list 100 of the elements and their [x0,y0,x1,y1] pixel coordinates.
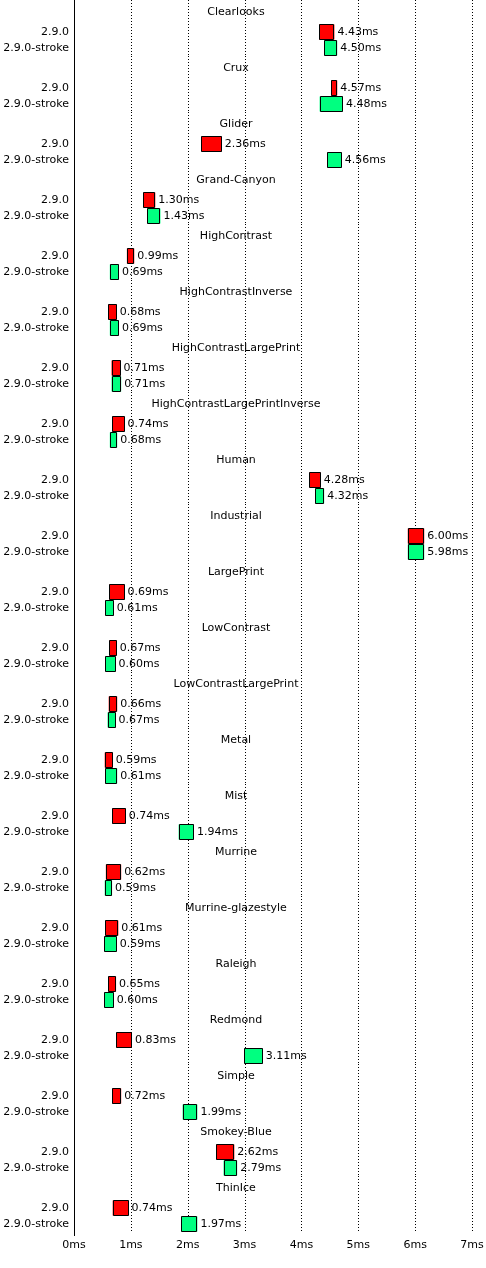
annotation: 0.59ms [119,936,161,950]
y-tick-label: 2.9.0 [41,192,69,206]
annotation: 0.99ms [137,248,179,262]
chart-title: Mist [224,788,248,802]
y-tick-label: 2.9.0 [41,360,69,374]
chart-title: LowContrast [201,620,272,634]
y-tick-label: 2.9.0 [41,304,69,318]
annotation: 0.59ms [115,880,157,894]
annotation: 4.50ms [340,40,382,54]
annotation: 4.43ms [337,24,379,38]
y-tick-label: 2.9.0-stroke [3,992,70,1006]
y-tick-label: 2.9.0-stroke [3,1104,70,1118]
y-tick-label: 2.9.0-stroke [3,208,70,222]
chart-title: HighContrastLargePrintInverse [151,396,321,410]
y-tick-label: 2.9.0 [41,136,69,150]
annotation: 0.83ms [134,1032,177,1046]
y-tick-label: 2.9.0-stroke [3,1216,70,1230]
y-tick-label: 2.9.0 [41,248,69,262]
annotation: 0.71ms [124,376,166,390]
annotation: 0.68ms [120,432,162,446]
chart-title: Glider [219,116,253,130]
annotation: 4.57ms [340,80,382,94]
annotation: 6.00ms [427,528,469,542]
y-tick-label: 2.9.0 [41,472,69,486]
chart-title: Murrine [214,844,258,858]
chart-title: Human [216,452,256,466]
chart-title: Clearlooks [207,4,265,18]
annotation: 1.99ms [200,1104,242,1118]
y-tick-label: 2.9.0-stroke [3,656,70,670]
annotation: 0.72ms [124,1088,166,1102]
annotation: 1.30ms [158,192,200,206]
annotation: 4.28ms [323,472,365,486]
y-tick-label: 2.9.0 [41,976,69,990]
chart-title: Industrial [210,508,262,522]
y-tick-label: 2.9.0-stroke [3,768,70,782]
x-tick-label: 4ms [289,1238,314,1252]
y-tick-label: 2.9.0 [41,1200,69,1214]
y-tick-label: 2.9.0-stroke [3,712,70,726]
x-tick-label: 0ms [62,1238,86,1252]
y-tick-label: 2.9.0 [41,640,69,654]
y-tick-label: 2.9.0-stroke [3,264,70,278]
y-tick-label: 2.9.0 [41,1144,69,1158]
y-tick-label: 2.9.0-stroke [3,936,70,950]
chart-title: LargePrint [207,564,265,578]
y-tick-label: 2.9.0-stroke [3,432,70,446]
x-tick-label: 3ms [232,1238,257,1252]
annotation: 2.79ms [240,1160,282,1174]
annotation: 0.69ms [121,264,164,278]
annotation: 0.68ms [119,304,161,318]
y-tick-label: 2.9.0 [41,584,69,598]
y-tick-label: 2.9.0-stroke [3,824,70,838]
y-tick-label: 2.9.0 [41,752,69,766]
annotation: 3.11ms [265,1048,307,1062]
x-tick-label: 5ms [346,1238,371,1252]
annotation: 0.67ms [119,640,161,654]
annotation: 4.48ms [345,96,388,110]
chart-title: HighContrastInverse [179,284,293,298]
annotation: 4.56ms [344,152,386,166]
y-tick-label: 2.9.0-stroke [3,1160,70,1174]
chart-title: Raleigh [215,956,257,970]
annotation: 1.97ms [200,1216,242,1230]
chart-title: Redmond [209,1012,263,1026]
annotation: 0.71ms [123,360,165,374]
annotation: 0.61ms [120,768,162,782]
annotation: 2.36ms [224,136,267,150]
y-tick-label: 2.9.0 [41,1032,69,1046]
annotation: 0.65ms [119,976,161,990]
y-tick-label: 2.9.0-stroke [3,488,70,502]
y-tick-label: 2.9.0 [41,808,69,822]
y-tick-label: 2.9.0 [41,864,69,878]
annotation: 4.32ms [327,488,369,502]
x-tick-label: 2ms [175,1238,200,1252]
chart-title: HighContrastLargePrint [171,340,301,354]
chart-title: Grand-Canyon [196,172,276,186]
annotation: 0.61ms [116,600,159,614]
chart-title: Metal [220,732,252,746]
chart-title: Crux [223,60,250,74]
annotation: 2.62ms [237,1144,279,1158]
annotation: 1.94ms [196,824,239,838]
annotation: 0.67ms [118,712,160,726]
chart-title: HighContrast [199,228,273,242]
y-tick-label: 2.9.0 [41,24,69,38]
chart-title: ThinIce [215,1180,257,1194]
chart-title: Murrine-glazestyle [185,900,288,914]
y-tick-label: 2.9.0-stroke [3,600,70,614]
y-tick-label: 2.9.0-stroke [3,880,70,894]
annotation: 0.74ms [131,1200,173,1214]
annotation: 0.66ms [120,696,162,710]
y-tick-label: 2.9.0-stroke [3,40,70,54]
y-tick-label: 2.9.0-stroke [3,152,70,166]
chart-title: Smokey-Blue [200,1124,272,1138]
annotation: 0.74ms [127,416,169,430]
annotation: 0.61ms [121,920,163,934]
x-tick-label: 6ms [403,1238,428,1252]
chart-title: LowContrastLargePrint [173,676,300,690]
y-tick-label: 2.9.0 [41,80,69,94]
y-tick-label: 2.9.0-stroke [3,376,70,390]
x-tick-label: 1ms [119,1238,143,1252]
y-tick-label: 2.9.0 [41,416,69,430]
annotation: 1.43ms [163,208,205,222]
